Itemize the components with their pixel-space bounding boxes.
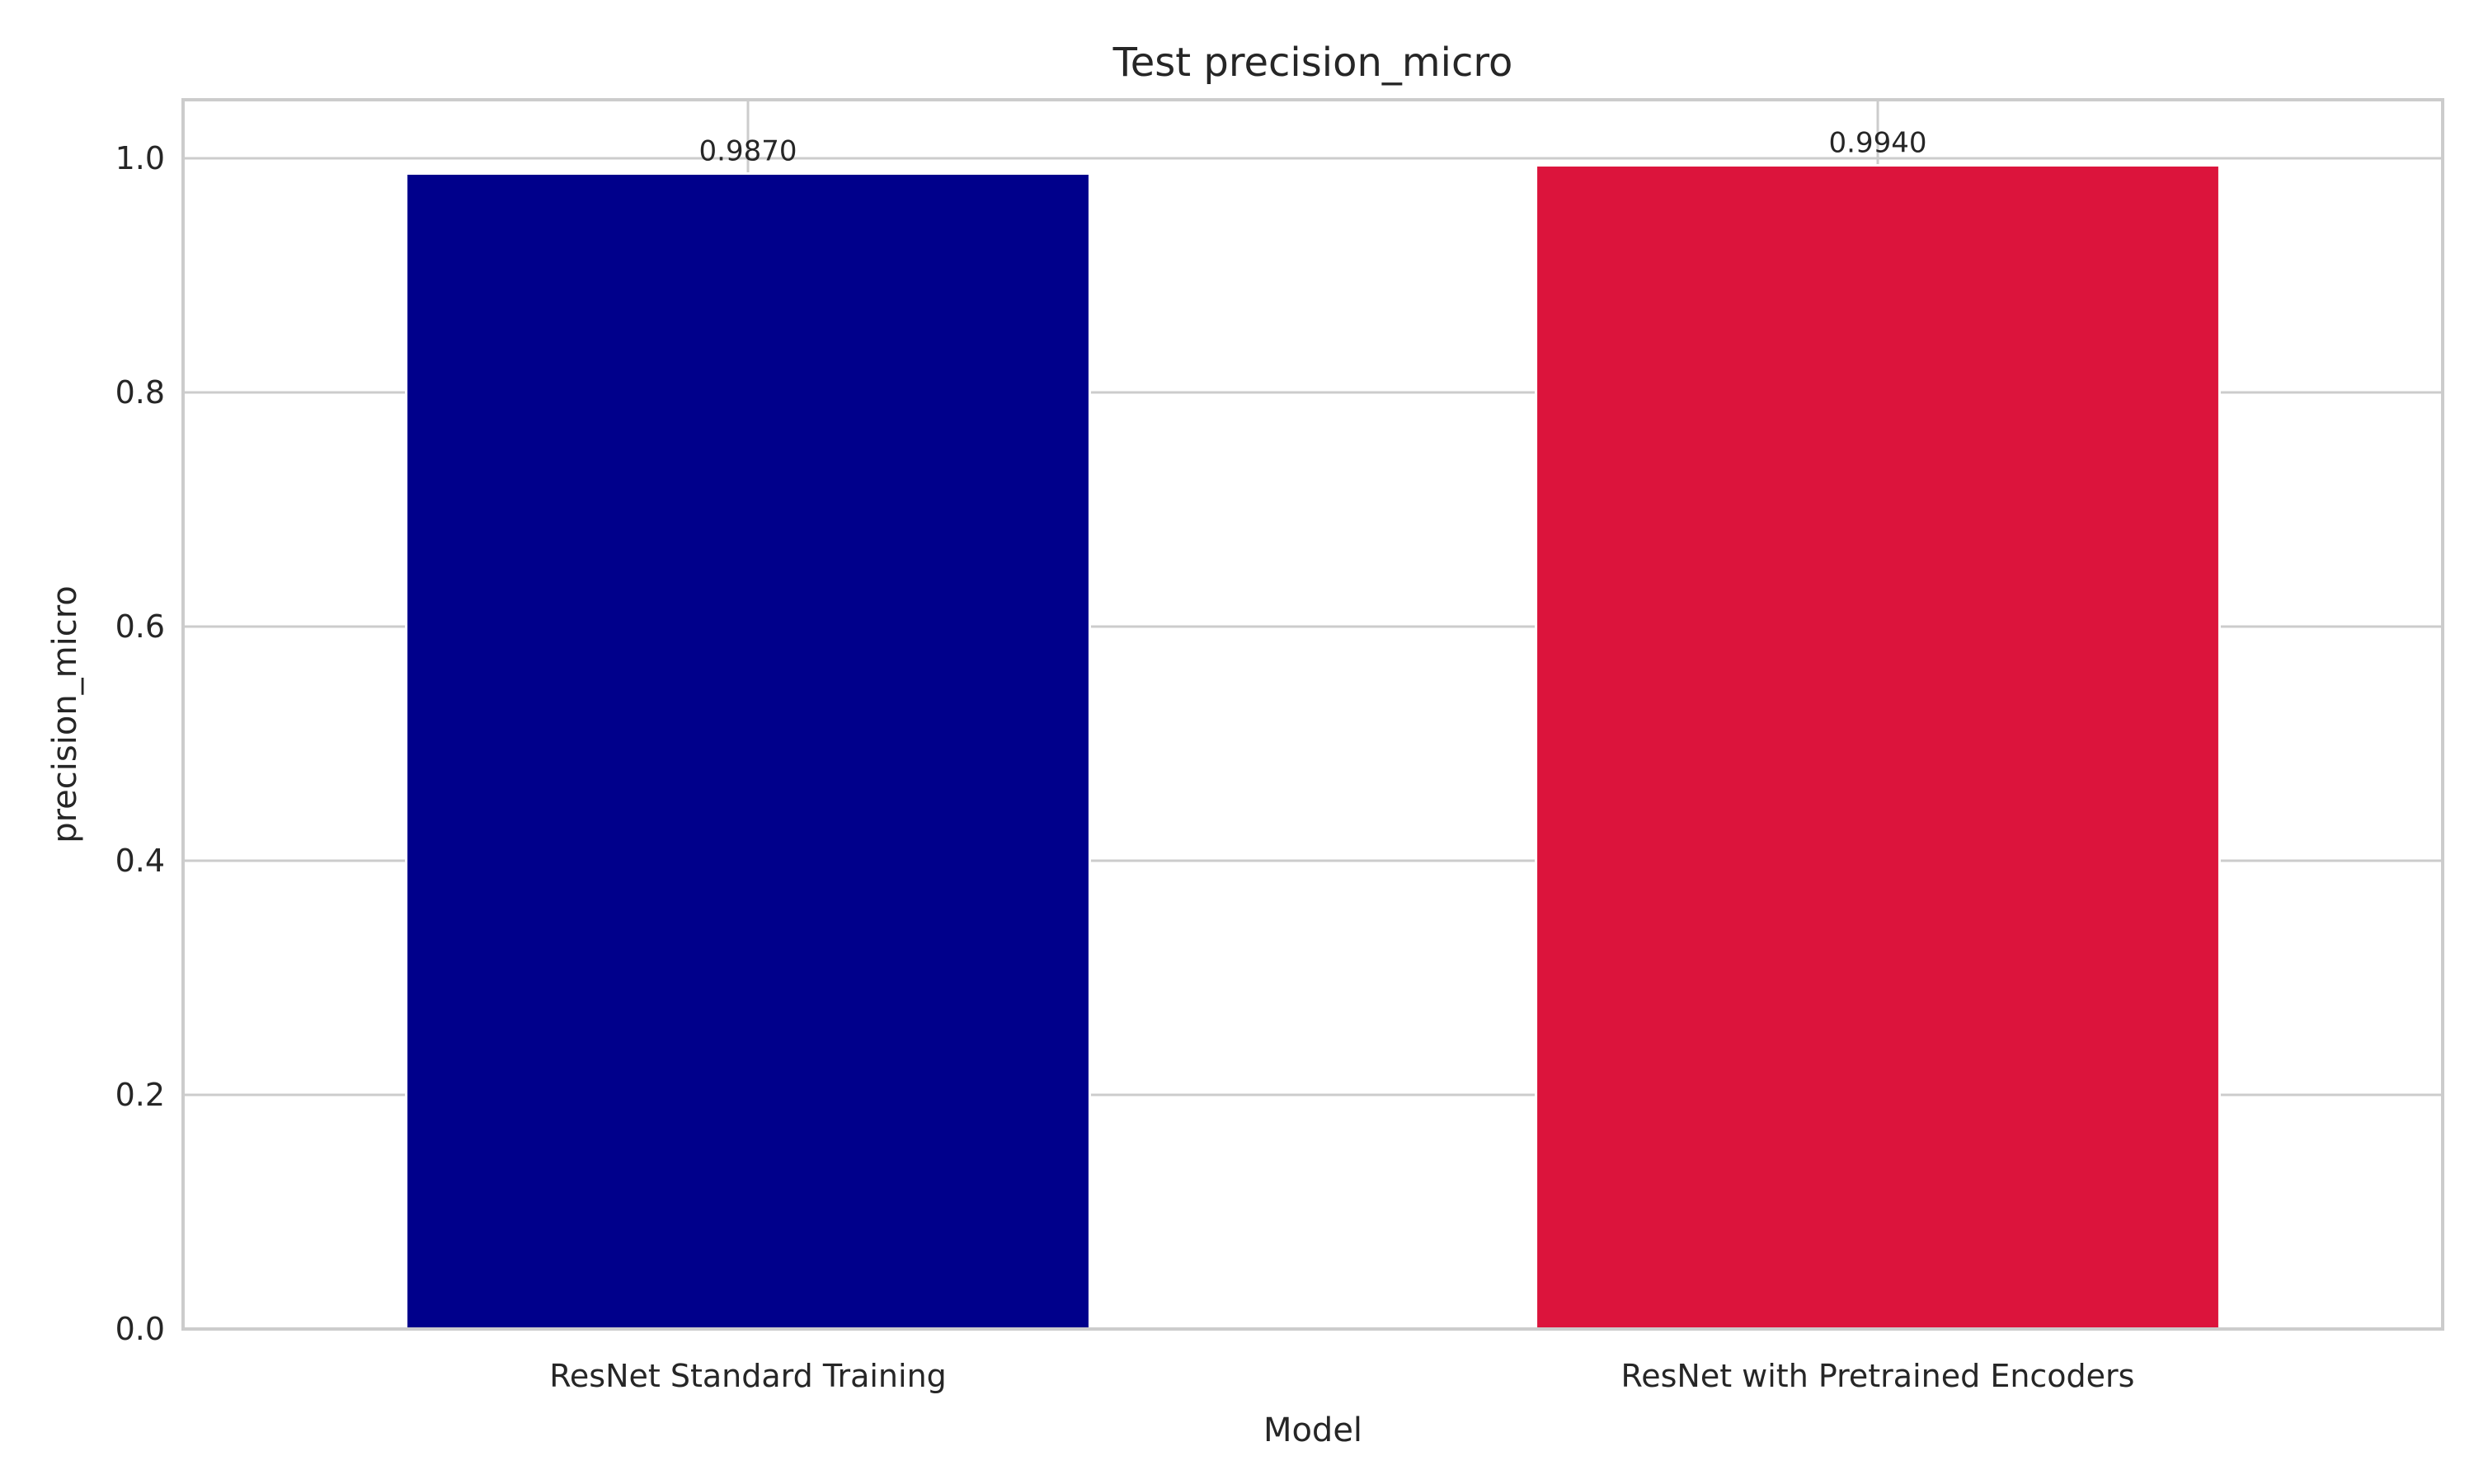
x-tick-label: ResNet with Pretrained Encoders bbox=[1621, 1358, 2135, 1394]
bar-value-label: 0.9940 bbox=[1829, 127, 1927, 160]
bars bbox=[405, 164, 2221, 1331]
y-tick-label: 0.4 bbox=[115, 843, 165, 879]
chart-title: Test precision_micro bbox=[1112, 40, 1513, 86]
bar-value-label: 0.9870 bbox=[699, 134, 797, 167]
y-tick-label: 1.0 bbox=[115, 140, 165, 176]
labels: 0.0 0.2 0.4 0.6 0.8 1.0 0.9870 ResNet Standard … bbox=[115, 127, 2135, 1394]
y-tick-label: 0.0 bbox=[115, 1311, 165, 1347]
bar bbox=[1535, 164, 2221, 1331]
plot-frame bbox=[181, 98, 2444, 1331]
x-tick-label: ResNet Standard Training bbox=[549, 1358, 947, 1394]
y-tick-label: 0.8 bbox=[115, 374, 165, 411]
y-axis-label: precision_micro bbox=[46, 585, 84, 843]
x-axis-label: Model bbox=[1263, 1411, 1362, 1449]
y-tick-label: 0.6 bbox=[115, 608, 165, 645]
y-tick-label: 0.2 bbox=[115, 1077, 165, 1113]
bar bbox=[405, 171, 1091, 1331]
